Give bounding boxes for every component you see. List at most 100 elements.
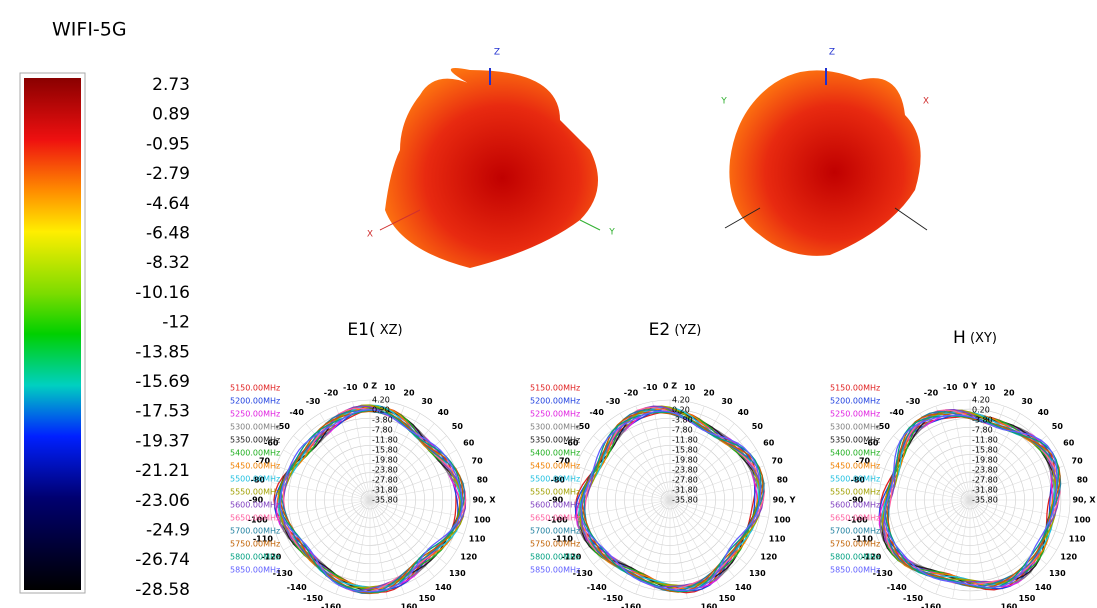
grid-spoke — [352, 401, 371, 501]
frequency-label: 5700.00MHz — [830, 527, 880, 536]
axis — [579, 219, 601, 231]
plot-sub: (YZ) — [670, 323, 701, 338]
trace — [886, 413, 1061, 589]
frequency-label: 5600.00MHz — [830, 501, 880, 510]
angle-label: 150 — [719, 594, 736, 603]
frequency-label: 5650.00MHz — [830, 514, 880, 523]
frequency-label: 5300.00MHz — [230, 423, 280, 432]
ring-label: 4.20 — [972, 396, 990, 405]
angle-label: 140 — [435, 583, 452, 592]
angle-label: -130 — [873, 569, 893, 578]
frequency-label: 5600.00MHz — [230, 501, 280, 510]
polar-grid — [269, 399, 471, 601]
axis-label: Y — [720, 97, 727, 107]
angle-label: 80 — [477, 476, 489, 485]
axis-label: X — [367, 230, 373, 240]
colorbar-label: -8.32 — [146, 253, 190, 273]
grid-spoke — [969, 401, 988, 501]
angle-label: 40 — [738, 408, 750, 417]
angle-label: 150 — [419, 594, 436, 603]
frequency-label: 5150.00MHz — [830, 384, 880, 393]
frequency-label: 5450.00MHz — [230, 462, 280, 471]
grid-spoke — [369, 401, 388, 501]
colorbar-label: -24.9 — [146, 521, 190, 541]
frequency-label: 5750.00MHz — [530, 540, 580, 549]
ring-label: -3.80 — [372, 416, 393, 425]
angle-label: -40 — [589, 408, 604, 417]
frequency-label: 5250.00MHz — [530, 410, 580, 419]
frequency-label: 5200.00MHz — [530, 397, 580, 406]
trace — [279, 408, 463, 593]
colorbar-label: -15.69 — [135, 372, 190, 392]
angle-label: -20 — [324, 388, 339, 397]
frequency-label: 5250.00MHz — [230, 410, 280, 419]
angle-label: -30 — [906, 397, 921, 406]
angle-label: 130 — [1049, 569, 1066, 578]
angle-label: 120 — [760, 553, 777, 562]
angle-label: 50 — [1052, 422, 1064, 431]
frequency-label: 5400.00MHz — [530, 449, 580, 458]
ring-label: 0.20 — [372, 406, 390, 415]
frequency-label: 5350.00MHz — [230, 436, 280, 445]
angle-label: -150 — [303, 594, 323, 603]
angle-label: -50 — [575, 422, 590, 431]
frequency-label: 5800.00MHz — [830, 553, 880, 562]
axis-label: X — [923, 97, 929, 107]
colorbar-label: -12 — [162, 313, 190, 333]
grid-spoke — [571, 499, 671, 518]
angle-label: -110 — [253, 534, 273, 543]
angle-label: 70 — [1072, 457, 1084, 466]
colorbar-label: -2.79 — [146, 164, 190, 184]
colorbar-label: -23.06 — [135, 491, 190, 511]
grid-spoke — [969, 499, 1047, 565]
angle-label: 120 — [1060, 553, 1077, 562]
ring-label: -23.80 — [372, 466, 398, 475]
grid-spoke — [969, 499, 1021, 587]
grid-spoke — [575, 499, 671, 535]
ring-label: -23.80 — [972, 466, 998, 475]
frequency-label: 5850.00MHz — [830, 566, 880, 575]
polar-grid — [569, 399, 771, 601]
grid-spoke — [369, 482, 469, 501]
angle-label: -110 — [853, 534, 873, 543]
angle-label: -40 — [289, 408, 304, 417]
grid-spoke — [875, 465, 971, 501]
axis-label: Y — [608, 228, 615, 238]
angle-label: 100 — [774, 515, 791, 524]
angle-label: 20 — [703, 388, 715, 397]
angle-label: 100 — [1074, 515, 1091, 524]
grid-spoke — [369, 499, 388, 599]
angle-label: -110 — [553, 534, 573, 543]
axis — [724, 207, 761, 229]
angle-label: -60 — [564, 439, 579, 448]
plot-title: H (XY) — [953, 328, 997, 348]
grid-spoke — [935, 405, 971, 501]
ring-label: -19.80 — [372, 456, 398, 465]
angle-label: 160 — [1001, 603, 1018, 608]
angle-label: 130 — [749, 569, 766, 578]
angle-label: 60 — [463, 439, 475, 448]
grid-spoke — [369, 499, 469, 518]
grid-spoke — [893, 499, 971, 565]
ring-label: -15.80 — [372, 446, 398, 455]
angle-label: 60 — [763, 439, 775, 448]
angle-label: 20 — [403, 388, 415, 397]
title: WIFI-5G — [52, 19, 127, 41]
angle-label: 30 — [1021, 397, 1033, 406]
grid-spoke — [969, 499, 1005, 595]
ring-label: -3.80 — [672, 416, 693, 425]
angle-label: -70 — [256, 457, 271, 466]
angle-label: -60 — [264, 439, 279, 448]
colorbar-label: -17.53 — [135, 402, 190, 422]
ring-label: -11.80 — [372, 436, 398, 445]
trace — [883, 414, 1058, 589]
ring-label: -35.80 — [972, 496, 998, 505]
grid-spoke — [969, 465, 1065, 501]
angle-label: -80 — [851, 476, 866, 485]
angle-label: 130 — [449, 569, 466, 578]
angle-label: -90 — [549, 496, 564, 505]
angle-label: -120 — [561, 553, 581, 562]
frequency-label: 5450.00MHz — [830, 462, 880, 471]
grid-spoke — [919, 499, 971, 587]
grid-spoke — [969, 449, 1057, 501]
